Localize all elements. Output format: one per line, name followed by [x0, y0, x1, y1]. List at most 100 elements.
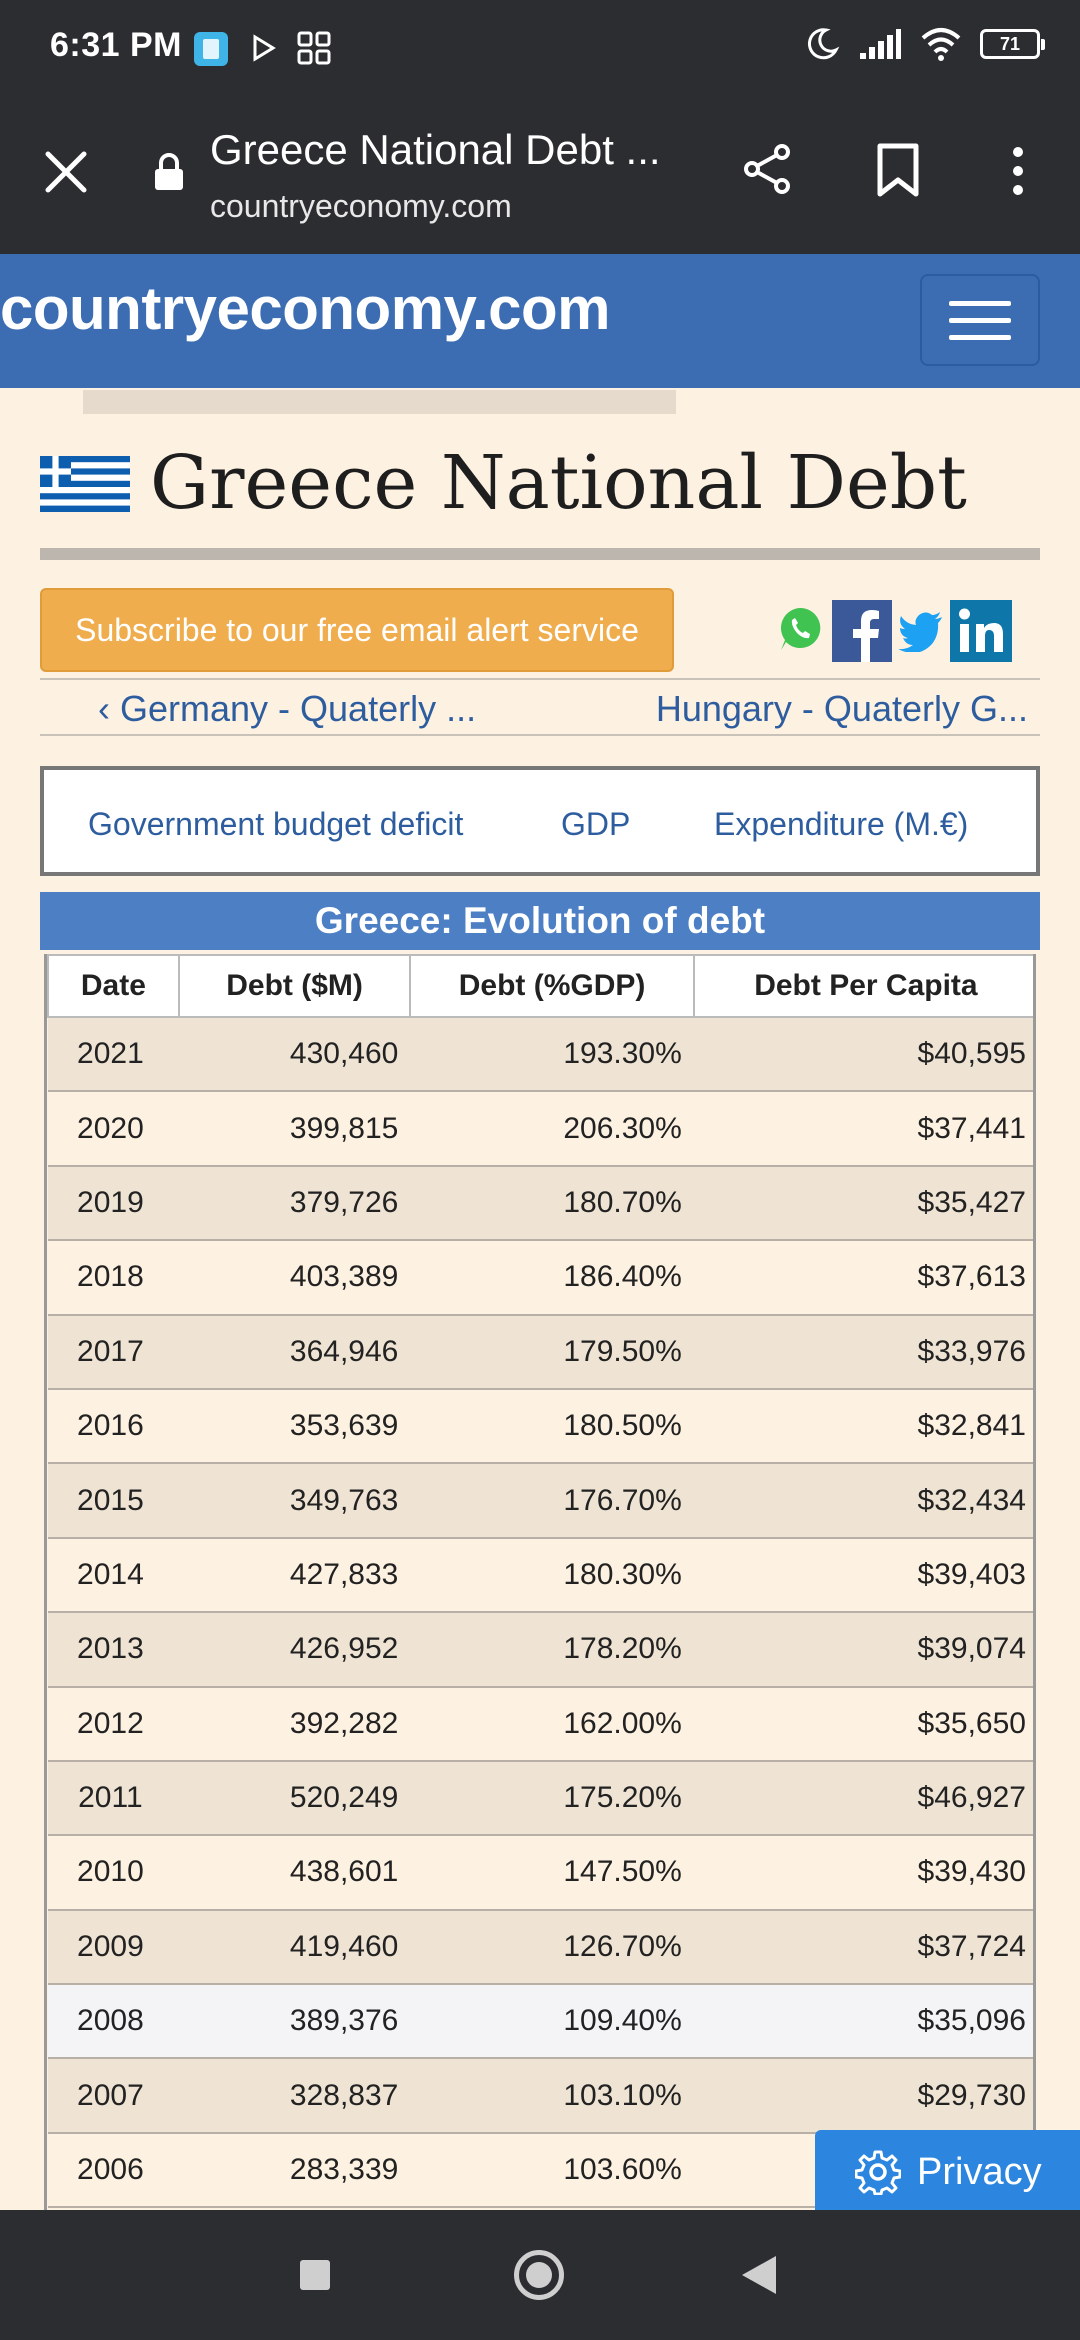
twitter-icon[interactable] [898, 612, 944, 652]
debt-table-container: Date Debt ($M) Debt (%GDP) Debt Per Capi… [44, 954, 1036, 2210]
site-header: countryeconomy.com [0, 254, 1080, 388]
cell-date: 2009 [48, 1909, 179, 1986]
cell-debt-pct-gdp: 179.50% [410, 1314, 694, 1390]
cell-date: 2011 [48, 1760, 179, 1837]
table-row: 2008 389,376 109.40% $35,096 [48, 1984, 1033, 2060]
cell-date: 2007 [48, 2058, 179, 2134]
table-row: 2017 364,946 179.50% $33,976 [48, 1314, 1033, 1390]
link-expenditure[interactable]: Expenditure (M.€) [714, 806, 969, 842]
share-icon[interactable] [740, 142, 794, 196]
cell-debt-per-capita: $29,730 [693, 2058, 1033, 2134]
cell-debt-pct-gdp: 180.30% [410, 1537, 694, 1614]
browser-url[interactable]: countryeconomy.com [210, 188, 512, 224]
cell-date: 2016 [48, 1388, 179, 1465]
home-button[interactable] [514, 2250, 564, 2300]
table-row: 2007 328,837 103.10% $29,730 [48, 2058, 1033, 2134]
cell-debt-per-capita: $40,595 [693, 1017, 1033, 1093]
signal-icon [860, 29, 901, 59]
cell-debt-per-capita: $39,403 [693, 1537, 1033, 1614]
next-country-link[interactable]: Hungary - Quaterly G... [655, 688, 1028, 729]
cell-debt-musd: 349,763 [178, 1463, 411, 1539]
lock-icon [155, 153, 183, 190]
whatsapp-icon[interactable] [776, 604, 824, 654]
table-row: 2020 399,815 206.30% $37,441 [48, 1091, 1033, 1167]
cell-debt-musd: 438,601 [178, 1835, 411, 1911]
table-row: 2021 430,460 193.30% $40,595 [48, 1017, 1033, 1093]
cell-debt-pct-gdp: 193.30% [410, 1017, 694, 1093]
cell-debt-per-capita: $39,430 [693, 1835, 1033, 1911]
menu-line-icon [949, 334, 1011, 340]
status-bar: 6:31 PM 71 [0, 0, 1080, 96]
wifi-icon [921, 28, 961, 61]
privacy-button[interactable]: Privacy [815, 2130, 1080, 2214]
cell-debt-per-capita: $37,613 [693, 1240, 1033, 1316]
cell-debt-pct-gdp: 206.30% [410, 1091, 694, 1167]
column-header-debt-musd[interactable]: Debt ($M) [177, 954, 412, 1018]
link-gdp[interactable]: GDP [561, 806, 631, 842]
play-notification-icon [253, 34, 276, 62]
title-divider [40, 548, 1040, 560]
cell-debt-pct-gdp: 178.20% [410, 1612, 694, 1688]
cell-debt-musd: 364,946 [178, 1314, 411, 1390]
cell-debt-musd: 419,460 [178, 1909, 411, 1986]
cell-debt-per-capita: $32,434 [693, 1463, 1033, 1539]
cell-debt-per-capita: $37,724 [693, 1909, 1033, 1986]
cell-debt-pct-gdp: 180.70% [410, 1165, 694, 1242]
cell-debt-pct-gdp: 186.40% [410, 1240, 694, 1316]
more-options-icon[interactable] [1000, 144, 1036, 198]
facebook-icon[interactable] [832, 600, 892, 662]
column-header-date[interactable]: Date [47, 954, 180, 1018]
cell-date: 2015 [48, 1463, 179, 1539]
menu-line-icon [949, 317, 1011, 323]
do-not-disturb-moon-icon [807, 28, 840, 60]
country-navigation: ‹ Germany - Quaterly ... Hungary - Quate… [40, 678, 1040, 736]
cell-debt-per-capita: $35,427 [693, 1165, 1033, 1242]
cell-debt-pct-gdp: 126.70% [410, 1909, 694, 1986]
cell-debt-musd: 520,249 [178, 1760, 411, 1837]
close-icon[interactable] [40, 146, 92, 198]
privacy-label: Privacy [917, 2150, 1042, 2193]
subscribe-button[interactable]: Subscribe to our free email alert servic… [40, 588, 674, 672]
cell-debt-musd: 399,815 [178, 1091, 411, 1167]
browser-page-title[interactable]: Greece National Debt ... [210, 126, 661, 173]
cell-debt-musd: 283,339 [178, 2132, 411, 2209]
hamburger-menu-button[interactable] [920, 274, 1040, 366]
cell-debt-musd: 430,460 [178, 1017, 411, 1093]
previous-country-link[interactable]: ‹ Germany - Quaterly ... [98, 688, 477, 729]
table-row: 2010 438,601 147.50% $39,430 [48, 1835, 1033, 1911]
column-header-debt-pct-gdp[interactable]: Debt (%GDP) [409, 954, 695, 1018]
table-header-row: Date Debt ($M) Debt (%GDP) Debt Per Capi… [47, 954, 1033, 1018]
table-row: 2013 426,952 178.20% $39,074 [48, 1612, 1033, 1688]
related-links-box: Government budget deficit GDP Expenditur… [40, 766, 1040, 876]
cell-date: 2019 [48, 1165, 179, 1242]
cell-debt-musd: 328,837 [178, 2058, 411, 2134]
cell-debt-pct-gdp: 180.50% [410, 1388, 694, 1465]
browser-toolbar: Greece National Debt ... countryeconomy.… [0, 96, 1080, 254]
back-button[interactable] [742, 2256, 776, 2294]
cell-date: 2013 [48, 1612, 179, 1688]
linkedin-icon[interactable] [950, 600, 1012, 662]
battery-icon: 71 [980, 29, 1045, 59]
table-caption: Greece: Evolution of debt [40, 892, 1040, 950]
cell-debt-per-capita: $32,841 [693, 1388, 1033, 1465]
ad-placeholder [83, 390, 676, 414]
column-header-debt-per-capita[interactable]: Debt Per Capita [692, 954, 1033, 1018]
gear-icon [855, 2150, 901, 2195]
status-time: 6:31 PM [50, 26, 182, 64]
cell-date: 2017 [48, 1314, 179, 1390]
app-notification-icon [194, 32, 228, 66]
cell-date: 2014 [48, 1537, 179, 1614]
cell-date: 2018 [48, 1240, 179, 1316]
table-row: 2012 392,282 162.00% $35,650 [48, 1686, 1033, 1762]
site-logo[interactable]: countryeconomy.com [0, 275, 611, 342]
grid-notification-icon [297, 31, 331, 65]
table-row: 2019 379,726 180.70% $35,427 [48, 1165, 1033, 1242]
bookmark-icon[interactable] [875, 142, 921, 198]
debt-table: Date Debt ($M) Debt (%GDP) Debt Per Capi… [47, 954, 1033, 2209]
cell-debt-musd: 353,639 [178, 1388, 411, 1465]
recent-apps-button[interactable] [300, 2260, 330, 2290]
greece-flag-icon [40, 456, 130, 512]
cell-debt-pct-gdp: 175.20% [410, 1760, 694, 1837]
link-government-budget-deficit[interactable]: Government budget deficit [88, 806, 464, 842]
cell-debt-per-capita: $35,096 [693, 1984, 1033, 2060]
